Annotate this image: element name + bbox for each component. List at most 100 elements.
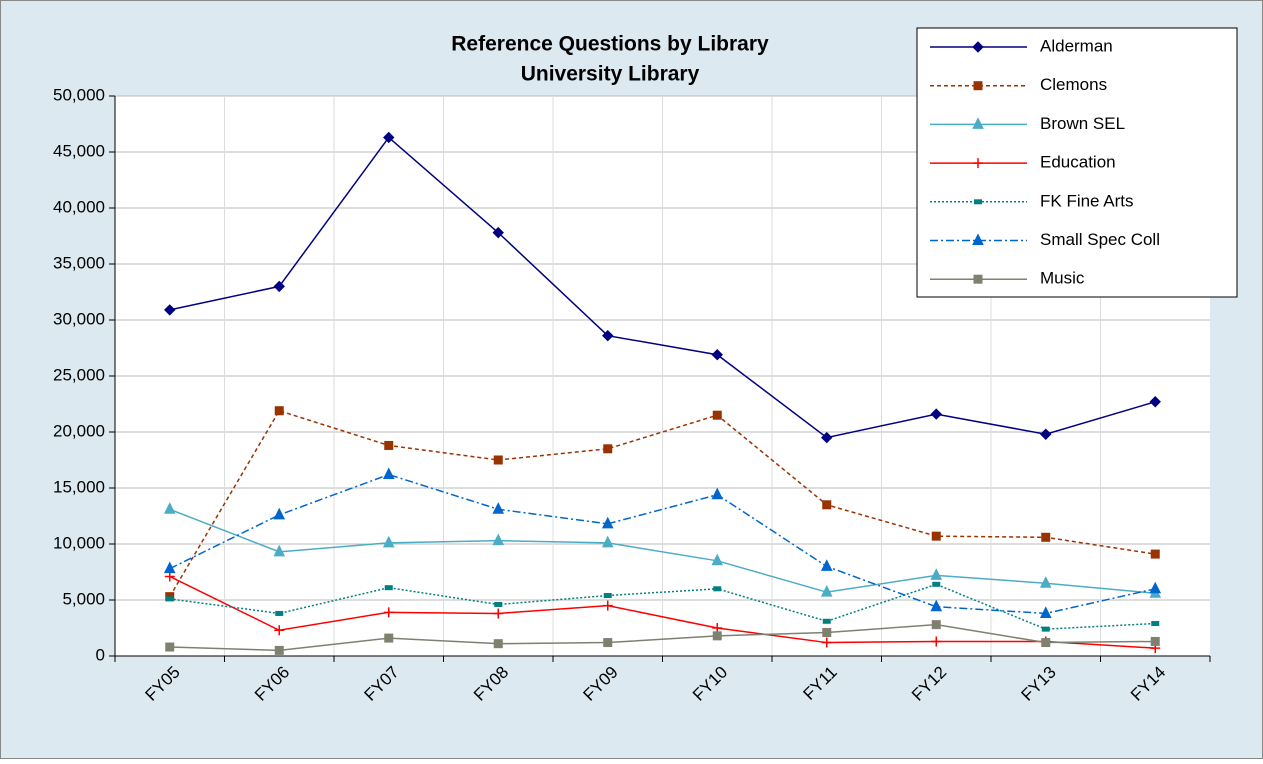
y-tick-label: 45,000 — [53, 141, 105, 160]
marker — [602, 329, 614, 342]
marker — [382, 467, 395, 480]
marker — [492, 226, 504, 239]
marker — [930, 568, 943, 580]
marker — [384, 633, 394, 643]
legend-marker — [973, 81, 983, 91]
marker — [1041, 626, 1050, 632]
marker — [711, 553, 724, 566]
marker — [274, 406, 284, 416]
marker — [931, 636, 942, 647]
series-line — [169, 508, 1156, 595]
marker — [163, 502, 176, 514]
marker — [603, 444, 613, 454]
legend-marker — [974, 199, 982, 205]
marker — [275, 610, 284, 616]
legend-marker — [972, 117, 984, 129]
marker — [1041, 532, 1051, 542]
marker — [164, 571, 175, 582]
series-line — [169, 575, 1156, 649]
marker — [822, 627, 832, 637]
marker — [603, 593, 612, 599]
marker — [273, 280, 285, 293]
series-line — [169, 473, 1156, 615]
legend-label: Alderman — [1040, 36, 1113, 55]
marker — [494, 601, 503, 607]
marker — [274, 645, 284, 655]
marker — [165, 642, 175, 652]
series-line — [169, 409, 1156, 598]
marker — [492, 533, 505, 546]
y-tick-label: 15,000 — [53, 477, 105, 496]
marker — [383, 131, 395, 144]
marker — [820, 585, 833, 597]
chart-title: Reference Questions by Library — [451, 33, 769, 56]
marker — [382, 535, 395, 548]
marker — [931, 531, 941, 541]
marker — [383, 607, 394, 618]
legend-label: Music — [1040, 269, 1085, 288]
marker — [822, 618, 831, 624]
y-tick-label: 40,000 — [53, 197, 105, 216]
y-tick-label: 10,000 — [53, 533, 105, 552]
marker — [712, 410, 722, 420]
marker — [822, 500, 832, 510]
marker — [492, 502, 505, 514]
marker — [1039, 606, 1052, 618]
marker — [1150, 636, 1160, 646]
marker — [493, 608, 504, 619]
marker — [1150, 549, 1160, 559]
series-line — [169, 623, 1156, 652]
legend-label: Small Spec Coll — [1040, 230, 1160, 249]
y-tick-label: 50,000 — [53, 85, 105, 104]
marker — [931, 620, 941, 630]
marker — [1039, 576, 1052, 588]
marker — [164, 304, 176, 316]
marker — [713, 586, 722, 592]
marker — [821, 431, 833, 444]
chart-subtitle: University Library — [521, 63, 700, 86]
marker — [602, 600, 613, 611]
legend-label: Brown SEL — [1040, 114, 1125, 133]
legend-marker — [972, 41, 984, 53]
marker — [273, 544, 286, 557]
marker — [1151, 621, 1160, 627]
marker — [930, 599, 943, 612]
legend-label: FK Fine Arts — [1040, 191, 1134, 210]
marker — [163, 561, 176, 574]
marker — [384, 440, 394, 450]
marker — [601, 516, 614, 529]
y-tick-label: 35,000 — [53, 253, 105, 272]
marker — [1040, 428, 1052, 440]
series-line — [169, 136, 1156, 439]
marker — [932, 581, 941, 587]
marker — [711, 487, 724, 500]
legend-marker — [972, 233, 984, 245]
marker — [1041, 638, 1051, 648]
legend-label: Clemons — [1040, 75, 1107, 94]
marker — [1149, 396, 1161, 408]
marker — [274, 625, 285, 636]
legend-marker — [973, 158, 983, 169]
marker — [493, 639, 503, 649]
marker — [601, 535, 614, 548]
legend-label: Education — [1040, 153, 1116, 172]
marker — [273, 507, 286, 520]
marker — [165, 596, 174, 602]
marker — [930, 408, 942, 420]
marker — [493, 455, 503, 465]
marker — [820, 559, 833, 571]
y-tick-label: 25,000 — [53, 365, 105, 384]
marker — [384, 585, 393, 591]
marker — [821, 637, 832, 648]
marker — [1149, 581, 1162, 594]
y-tick-label: 30,000 — [53, 309, 105, 328]
y-tick-label: 0 — [96, 645, 105, 664]
marker — [711, 349, 723, 361]
legend-marker — [973, 274, 983, 284]
marker — [712, 631, 722, 641]
y-tick-label: 5,000 — [62, 589, 105, 608]
marker — [712, 623, 723, 633]
marker — [603, 638, 613, 648]
y-tick-label: 20,000 — [53, 421, 105, 440]
